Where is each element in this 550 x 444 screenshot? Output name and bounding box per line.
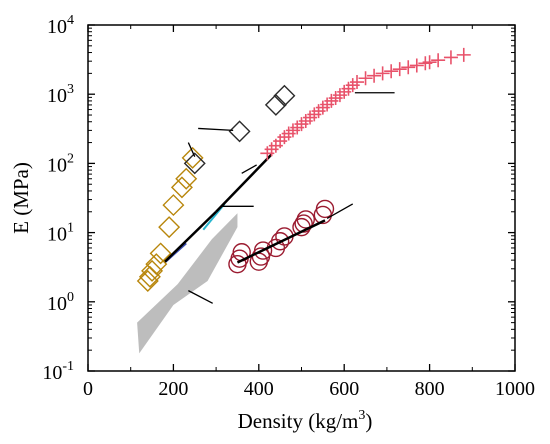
series-0-point-33	[456, 47, 471, 62]
series-0-point-21	[350, 75, 365, 90]
series-2-point-0	[183, 152, 206, 175]
y-tick-label: 100	[47, 290, 74, 315]
series-2-point-2	[264, 93, 287, 116]
y-tick-label: 104	[47, 13, 74, 38]
x-tick-label: 200	[158, 378, 188, 400]
y-tick-label: 103	[47, 82, 74, 107]
plot-area	[136, 47, 471, 354]
series-2-point-3	[273, 84, 296, 107]
series-1-point-8	[175, 167, 198, 190]
y-tick-label: 10-1	[42, 359, 74, 384]
y-tick-base: 10	[47, 85, 67, 107]
series-1-point-6	[162, 194, 185, 217]
series-0-point-32	[443, 50, 458, 65]
y-tick-exponent: 3	[67, 82, 74, 97]
series-0-point-31	[431, 53, 446, 68]
series-0-point-24	[375, 66, 390, 81]
x-tick-label: 800	[415, 378, 445, 400]
annotation-leader-2	[241, 164, 257, 174]
series-1-point-7	[170, 176, 193, 199]
series-3-point-7	[270, 232, 290, 251]
region-e	[137, 213, 238, 354]
annotation-leader-4	[187, 142, 196, 157]
series-0-point-23	[367, 68, 382, 83]
series-0-point-25	[384, 64, 399, 79]
series-1-point-2	[141, 259, 164, 282]
series-0-point-27	[401, 60, 416, 75]
y-tick-label: 102	[47, 151, 74, 176]
series-0-point-26	[392, 62, 407, 77]
y-tick-base: 10	[47, 224, 67, 246]
x-tick-label: 400	[244, 378, 274, 400]
x-axis: 0 200 400 600 800 1000	[83, 25, 535, 400]
annotation-leader-6	[326, 203, 354, 220]
y-tick-label: 101	[47, 221, 74, 246]
annotation-leader-5	[188, 290, 213, 304]
series-1-point-5	[158, 216, 181, 239]
y-tick-base: 10	[47, 154, 67, 176]
x-tick-label: 0	[83, 378, 93, 400]
series-0-point-30	[422, 55, 437, 70]
series-2-point-1	[228, 120, 251, 143]
x-tick-label: 1000	[495, 378, 535, 400]
x-axis-label: Density (kg/m3)	[238, 408, 373, 433]
fit-line-c	[215, 153, 273, 213]
y-tick-exponent: 4	[67, 13, 74, 28]
y-tick-exponent: -1	[62, 359, 74, 374]
y-tick-base: 10	[47, 16, 67, 38]
series-0-point-22	[358, 71, 373, 86]
x-axis-label-sup: 3	[358, 408, 365, 423]
annotation-leader-3	[198, 127, 234, 132]
series-3-point-13	[315, 199, 335, 219]
y-tick-exponent: 2	[67, 151, 74, 166]
y-tick-base: 10	[42, 362, 62, 384]
y-tick-exponent: 1	[67, 221, 74, 236]
series-3-point-5	[253, 241, 273, 260]
series-3-point-11	[296, 210, 315, 229]
x-tick-label: 600	[329, 378, 359, 400]
series-1-point-9	[181, 146, 204, 169]
fit-line-f	[236, 219, 326, 264]
series-1-point-4	[149, 242, 172, 265]
y-tick-exponent: 0	[67, 290, 74, 305]
series-0-point-28	[409, 58, 424, 73]
series-3-point-10	[294, 214, 313, 233]
y-tick-base: 10	[47, 293, 67, 315]
y-axis-label: E (MPa)	[9, 162, 33, 234]
fit-line-b	[163, 210, 217, 263]
